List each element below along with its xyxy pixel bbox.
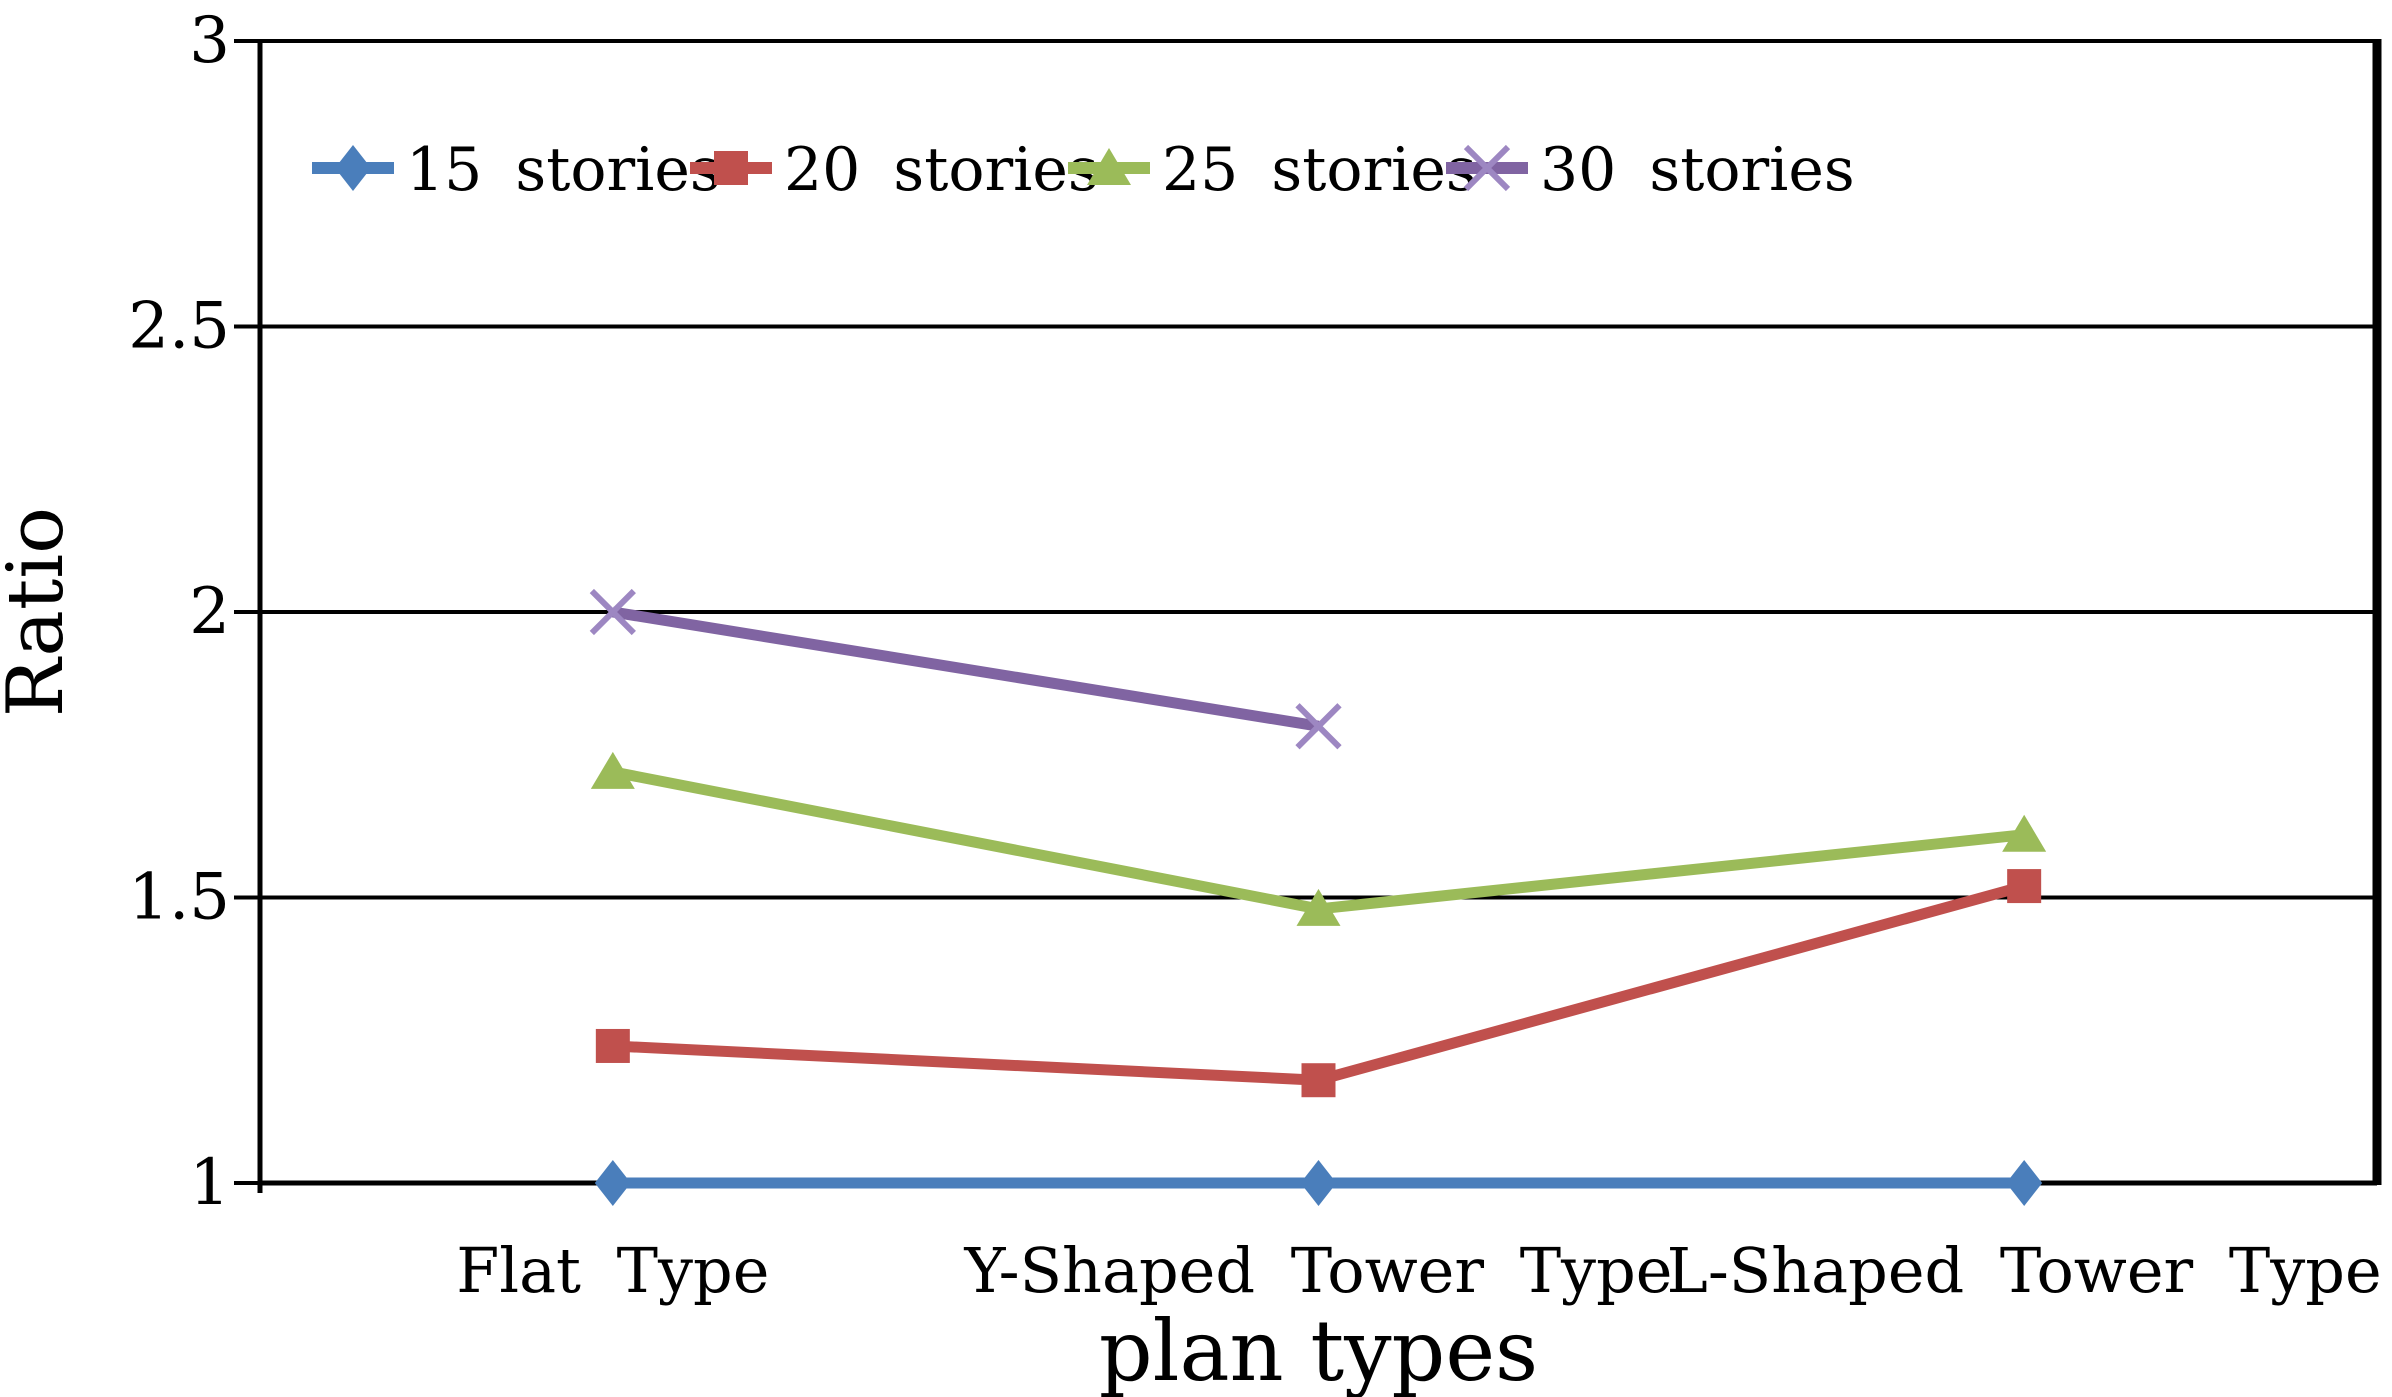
x-marker [1463, 144, 1511, 192]
triangle-marker [590, 751, 635, 789]
triangle-marker [1087, 148, 1131, 185]
y-tick-label: 2.5 [128, 290, 230, 364]
y-tick-label: 1 [189, 1146, 230, 1220]
x-marker [1295, 703, 1342, 750]
y-tick-label: 2 [189, 575, 230, 649]
diamond-marker [335, 145, 371, 191]
series-30-stories [589, 588, 1342, 750]
y-tick-label: 1.5 [128, 861, 230, 935]
legend-item-20-stories: 20 stories [690, 135, 1099, 205]
series-line [611, 766, 2025, 915]
series-15-stories [594, 1160, 2043, 1206]
y-tick-label: 3 [189, 4, 230, 78]
series-25-stories [590, 751, 2047, 926]
square-marker [2007, 869, 2042, 904]
legend-label: 25 stories [1162, 135, 1477, 205]
x-category-label: Y-Shaped Tower Type [964, 1234, 1673, 1307]
legend-item-25-stories: 25 stories [1068, 135, 1477, 205]
legend-label: 15 stories [406, 135, 721, 205]
y-axis-title: Ratio [0, 507, 81, 717]
x-axis-title: plan types [1099, 1302, 1538, 1397]
triangle-marker [2002, 814, 2047, 852]
diamond-marker [2006, 1160, 2043, 1206]
legend-label: 30 stories [1540, 135, 1855, 205]
diamond-marker [1300, 1160, 1337, 1206]
legend-item-30-stories: 30 stories [1446, 135, 1855, 205]
series-20-stories [595, 869, 2042, 1098]
diamond-marker [594, 1160, 631, 1206]
x-category-label: L-Shaped Tower Type [1667, 1234, 2382, 1307]
legend: 15 stories 20 stories 25 stories 30 stories [312, 135, 1855, 205]
legend-item-15-stories: 15 stories [312, 135, 721, 205]
legend-label: 20 stories [784, 135, 1099, 205]
x-category-label: Flat Type [456, 1234, 769, 1307]
square-marker [1301, 1063, 1336, 1098]
x-marker [589, 588, 636, 636]
square-marker [595, 1028, 630, 1063]
square-marker [714, 151, 748, 185]
triangle-marker [1296, 888, 1341, 926]
series-line [611, 606, 1320, 732]
